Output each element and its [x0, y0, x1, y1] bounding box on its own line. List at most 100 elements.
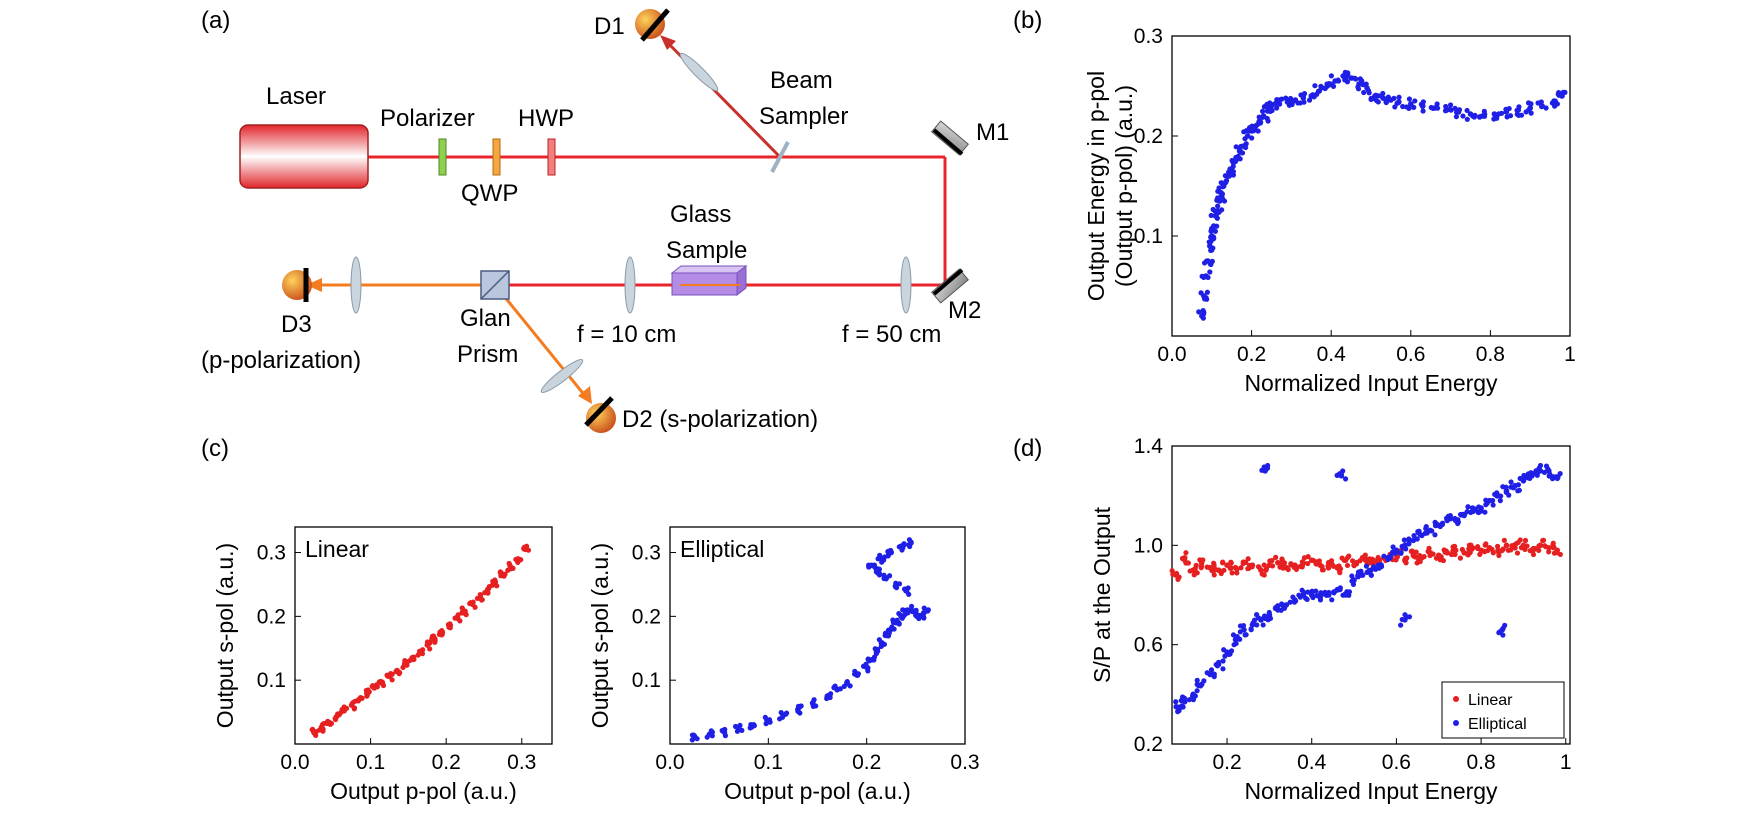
chart-d-point-cloud: [1490, 502, 1496, 508]
chart-d-point-cloud: [1455, 520, 1461, 527]
chart-d-point-cloud: [1293, 563, 1299, 569]
chart-c1-point-cloud: [418, 649, 425, 655]
chart-b-point-cloud: [1363, 81, 1369, 87]
chart-b-ylabel-1: (Output p-pol) (a.u.): [1111, 85, 1137, 287]
chart-d-point-cloud: [1280, 565, 1286, 571]
chart-d-point-cloud: [1406, 538, 1412, 544]
chart-d-point-cloud: [1500, 632, 1506, 638]
chart-b-point-cloud: [1395, 100, 1401, 106]
panel-label-a: (a): [201, 7, 230, 34]
chart-d-point-cloud: [1220, 559, 1226, 565]
detector-d1: [635, 9, 665, 39]
chart-d-point-cloud: [1551, 544, 1557, 550]
chart-b-point-cloud: [1554, 101, 1560, 107]
chart-d-point-cloud: [1291, 599, 1298, 605]
chart-d-point-cloud: [1178, 697, 1184, 704]
f10-label: f = 10 cm: [577, 321, 676, 348]
detector-d2: [586, 403, 616, 433]
panel-label-b: (b): [1013, 7, 1042, 34]
chart-b-point-cloud: [1516, 104, 1522, 110]
chart-d-point-cloud: [1248, 626, 1254, 632]
chart-d-point-cloud: [1198, 565, 1204, 571]
chart-c-elliptical: 0.0 0.1 0.2 0.3 0.1 0.2 0.3 Output p-pol (a.u.)…: [587, 526, 980, 804]
chart-b-ylabel-0: Output Energy in p-pol: [1083, 71, 1109, 301]
chart-d-point-cloud: [1238, 565, 1244, 571]
chart-d-point-cloud: [1502, 622, 1508, 628]
lens-d2: [540, 359, 584, 393]
chart-c2-series-elliptical: [689, 537, 931, 743]
chart-b-point-cloud: [1216, 209, 1222, 215]
chart-d-xtick-label: 0.2: [1212, 751, 1241, 774]
chart-d-point-cloud: [1455, 517, 1461, 523]
chart-d-point-cloud: [1432, 519, 1438, 525]
chart-b-point-cloud: [1434, 105, 1441, 111]
chart-c2-point-cloud: [737, 722, 743, 729]
chart-d-point-cloud: [1201, 678, 1207, 684]
chart-d-point-cloud: [1484, 500, 1490, 506]
chart-d-point-cloud: [1221, 647, 1227, 653]
chart-d-point-cloud: [1204, 564, 1210, 570]
chart-b-point-cloud: [1477, 114, 1483, 120]
chart-b-point-cloud: [1411, 104, 1417, 110]
chart-b-point-cloud: [1218, 180, 1224, 186]
chart-c1-point-cloud: [339, 706, 345, 713]
chart-c1-point-cloud: [492, 577, 498, 583]
chart-b-point-cloud: [1264, 101, 1270, 107]
chart-d-point-cloud: [1501, 537, 1507, 543]
chart-d-point-cloud: [1325, 565, 1332, 571]
chart-b-point-cloud: [1283, 95, 1289, 101]
laser-label: Laser: [266, 83, 326, 110]
chart-d-ylabel: S/P at the Output: [1089, 506, 1115, 683]
chart-d-point-cloud: [1505, 547, 1511, 553]
chart-d-point-cloud: [1260, 622, 1266, 628]
chart-c1-point-cloud: [498, 573, 504, 579]
chart-b-point-cloud: [1412, 98, 1418, 104]
chart-b-point-cloud: [1292, 97, 1298, 103]
chart-d-point-cloud: [1540, 537, 1546, 544]
chart-b-point-cloud: [1518, 112, 1525, 118]
chart-b-point-cloud: [1464, 107, 1470, 114]
chart-c1-point-cloud: [350, 700, 356, 706]
chart-d-point-cloud: [1545, 466, 1551, 472]
chart-d-point-cloud: [1477, 551, 1483, 557]
chart-d-point-cloud: [1337, 570, 1343, 576]
chart-d-point-cloud: [1468, 542, 1474, 548]
chart-d-point-cloud: [1530, 545, 1536, 552]
chart-b-point-cloud: [1507, 113, 1514, 119]
chart-b-point-cloud: [1216, 185, 1222, 191]
chart-d-point-cloud: [1297, 594, 1303, 600]
chart-d-point-cloud: [1194, 570, 1200, 576]
chart-c2-point-cloud: [831, 684, 837, 690]
chart-c2-point-cloud: [925, 608, 931, 614]
chart-d-xlabel: Normalized Input Energy: [1244, 778, 1498, 804]
chart-b-point-cloud: [1288, 99, 1294, 105]
chart-d-point-cloud: [1179, 555, 1186, 562]
chart-b-point-cloud: [1227, 166, 1233, 172]
chart-d-point-cloud: [1506, 492, 1512, 498]
chart-d-point-cloud: [1494, 543, 1501, 549]
chart-c2-point-cloud: [779, 714, 786, 720]
legend-box: [1441, 681, 1565, 739]
chart-b-xtick-label: 1: [1564, 343, 1576, 366]
chart-c1-point-cloud: [404, 662, 410, 668]
mirror-m1-face: [932, 128, 964, 156]
chart-b-point-cloud: [1406, 96, 1412, 102]
chart-d-point-cloud: [1234, 633, 1240, 640]
chart-b-point-cloud: [1383, 99, 1389, 106]
chart-b-point-cloud: [1274, 96, 1280, 103]
chart-d-point-cloud: [1412, 554, 1418, 560]
chart-d-point-cloud: [1173, 570, 1180, 577]
d1-label: D1: [594, 13, 625, 40]
chart-c1-point-cloud: [446, 624, 452, 630]
chart-b-point-cloud: [1447, 106, 1453, 112]
chart-d-point-cloud: [1319, 563, 1325, 570]
chart-b-point-cloud: [1198, 290, 1204, 296]
chart-b-point-cloud: [1306, 97, 1313, 103]
laser-body: [239, 124, 369, 189]
qwp: [492, 138, 501, 176]
chart-c1-point-cloud: [354, 697, 361, 704]
chart-d-point-cloud: [1183, 550, 1189, 556]
arrow-d3: [306, 278, 322, 292]
chart-c2-ylabel: Output s-pol (a.u.): [587, 543, 613, 728]
chart-c2-point-cloud: [865, 668, 871, 674]
